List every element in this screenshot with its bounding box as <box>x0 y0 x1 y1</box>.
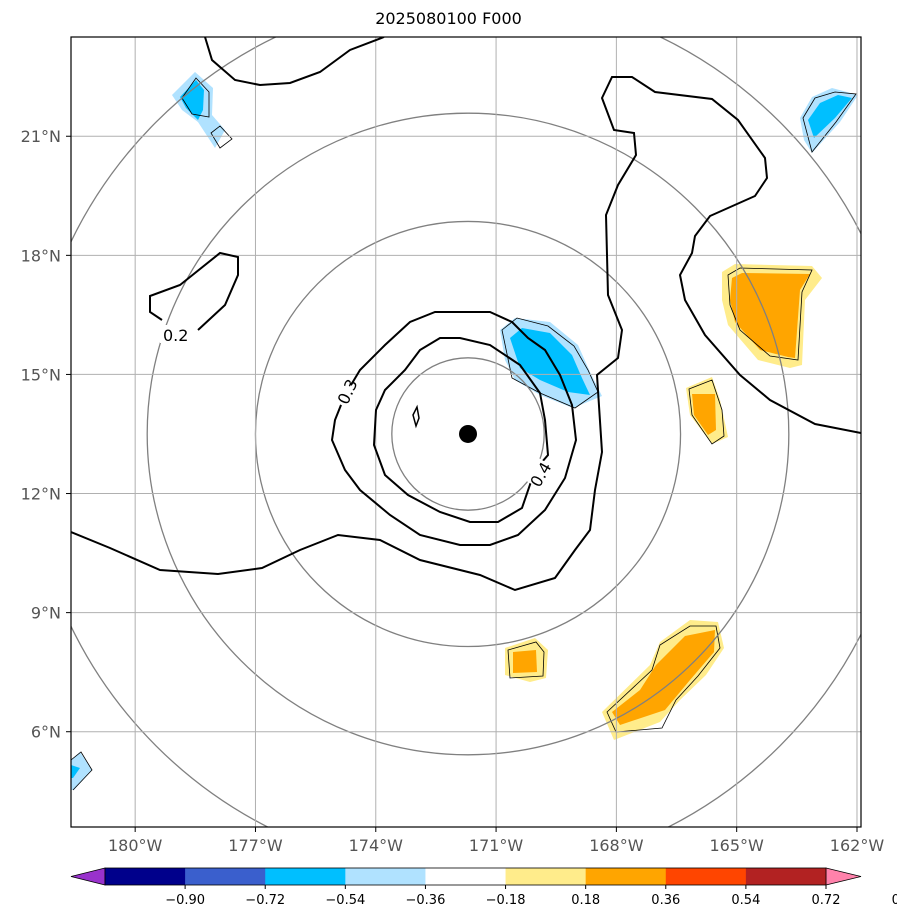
contour-line <box>71 76 861 592</box>
anomaly-outline <box>507 641 545 679</box>
anomaly-outline <box>802 91 857 153</box>
lon-tick-label: 177°W <box>228 836 283 855</box>
lat-tick-label: 18°N <box>21 246 61 265</box>
anomaly-outline <box>71 751 93 791</box>
anomaly-fill <box>692 394 716 435</box>
lon-tick-label: 171°W <box>469 836 524 855</box>
colorbar-segment <box>105 868 186 885</box>
colorbar-extend-low <box>70 867 106 886</box>
lon-tick-label: 174°W <box>349 836 404 855</box>
lat-tick-label: 6°N <box>31 723 61 742</box>
lon-tick-label: 168°W <box>589 836 644 855</box>
colorbar-frame <box>104 867 827 886</box>
contour-line <box>149 251 239 331</box>
colorbar: −0.90 −0.72 −0.54 −0.36 −0.18 0.18 0.36 0.54 0.7… <box>70 867 897 908</box>
range-ring <box>391 357 545 511</box>
map-frame <box>70 36 862 828</box>
colorbar-segment <box>345 868 426 885</box>
anomaly-fill <box>180 80 204 120</box>
anomaly-fill <box>71 765 80 778</box>
anomaly-outline <box>688 379 725 445</box>
lon-tick-label: 162°W <box>830 836 885 855</box>
colorbar-extend-high <box>825 867 862 886</box>
colorbar-segment <box>745 868 827 885</box>
colorbar-segment <box>425 868 507 885</box>
lat-tick-label: 15°N <box>21 365 61 384</box>
anomaly-fill <box>808 95 852 138</box>
colorbar-label: 0.90 <box>892 893 897 908</box>
lon-tick-label: 165°W <box>710 836 765 855</box>
colorbar-label: 0.72 <box>812 893 841 908</box>
colorbar-label: −0.90 <box>165 893 205 908</box>
contour-label: 0.2 <box>163 326 188 345</box>
longitude-labels: 180°W 177°W 174°W 171°W 168°W 165°W 162°W <box>108 827 884 855</box>
contour-line <box>412 404 420 429</box>
colorbar-label: 0.54 <box>731 893 760 908</box>
anomaly-fill <box>71 752 92 790</box>
anomaly-outline <box>606 625 721 733</box>
anomaly-fill <box>730 273 810 358</box>
anomaly-outline <box>727 267 813 361</box>
lat-tick-label: 12°N <box>21 485 61 504</box>
colorbar-segment <box>585 868 667 885</box>
colorbar-segment <box>665 868 747 885</box>
colorbar-segment <box>265 868 346 885</box>
anomaly-fill <box>510 328 590 395</box>
lon-tick-label: 180°W <box>108 836 163 855</box>
latitude-labels: 6°N 9°N 12°N 15°N 18°N 21°N <box>21 127 71 742</box>
colorbar-label: −0.36 <box>406 893 446 908</box>
graticule <box>71 37 861 827</box>
lat-tick-label: 21°N <box>21 127 61 146</box>
colorbar-label: 0.36 <box>651 893 680 908</box>
contour-line <box>330 311 578 546</box>
storm-center-marker <box>459 424 478 443</box>
anomaly-outline <box>181 77 210 118</box>
negative-anomaly-fills <box>71 72 858 790</box>
anomaly-fill <box>513 650 537 673</box>
contour-line <box>372 337 550 523</box>
colorbar-label: 0.18 <box>571 893 600 908</box>
contour-line <box>204 37 385 87</box>
range-ring <box>146 112 790 756</box>
colorbar-label: −0.72 <box>245 893 285 908</box>
map-title: 2025080100 F000 <box>375 9 522 28</box>
colorbar-label: −0.54 <box>325 893 365 908</box>
anomaly-fill <box>612 630 715 725</box>
lat-tick-label: 9°N <box>31 604 61 623</box>
colorbar-label: −0.18 <box>486 893 526 908</box>
colorbar-segment <box>505 868 587 885</box>
anomaly-outline <box>210 125 233 149</box>
colorbar-segment <box>185 868 266 885</box>
contour-lines <box>71 37 861 592</box>
